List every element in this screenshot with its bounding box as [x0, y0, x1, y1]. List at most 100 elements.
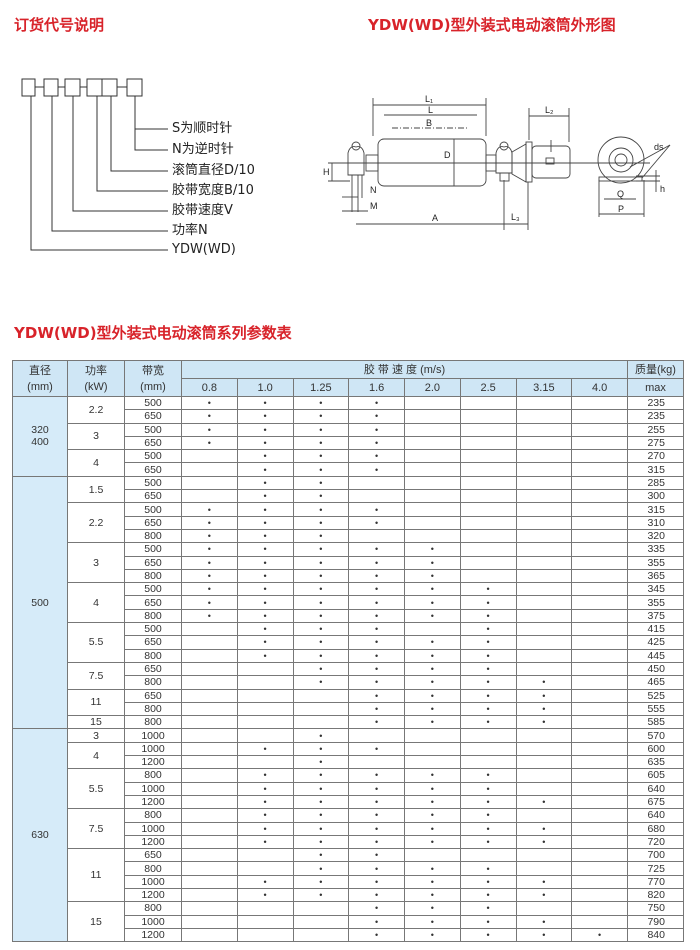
- speed-cell-2.0: •: [404, 661, 461, 677]
- speed-cell-1.6: •: [348, 422, 405, 437]
- power-cell: 15: [67, 715, 125, 730]
- width-cell: 650: [124, 409, 182, 424]
- table-row: 800 • • • • 555: [13, 701, 684, 717]
- available-mark: •: [319, 411, 323, 422]
- available-mark: •: [375, 637, 379, 648]
- available-mark: •: [486, 664, 490, 675]
- power-cell: 7.5: [67, 661, 125, 690]
- available-mark: •: [430, 797, 434, 808]
- available-mark: •: [207, 424, 211, 435]
- speed-cell-1.0: •: [236, 794, 294, 810]
- speed-cell-0.8: [181, 848, 238, 863]
- speed-cell-2.0: •: [404, 914, 461, 929]
- diameter-cell: 320 400: [12, 396, 68, 477]
- diameter-value: 320: [31, 424, 49, 437]
- order-code-title: 订货代号说明: [14, 16, 105, 34]
- speed-cell-1.25: •: [292, 422, 350, 437]
- speed-cell-2.5: •: [459, 582, 517, 597]
- speed-cell-1.25: [292, 715, 350, 730]
- speed-cell-2.0: [404, 395, 461, 411]
- speed-cell-1.6: •: [348, 395, 405, 411]
- speed-cell-1.6: [348, 728, 405, 743]
- available-mark: •: [207, 504, 211, 515]
- mass-cell: 415: [627, 622, 684, 637]
- available-mark: •: [375, 930, 379, 941]
- power-cell: 4: [67, 582, 125, 624]
- table-row: 650 • • • • • 355: [13, 555, 684, 570]
- speed-cell-1.25: •: [292, 462, 350, 477]
- available-mark: •: [375, 664, 379, 675]
- available-mark: •: [319, 597, 323, 608]
- speed-cell-2.5: [459, 435, 517, 451]
- available-mark: •: [486, 890, 490, 901]
- speed-cell-0.8: [181, 688, 238, 703]
- speed-cell-1.25: •: [292, 741, 350, 757]
- available-mark: •: [263, 770, 267, 781]
- speed-cell-4.0: [571, 755, 628, 770]
- mass-cell: 355: [627, 595, 684, 610]
- speed-cell-0.8: •: [181, 435, 238, 451]
- speed-cell-1.0: •: [236, 768, 294, 783]
- speed-cell-1.0: •: [236, 741, 294, 757]
- dim-ds: ds: [654, 142, 664, 152]
- speed-cell-1.0: •: [236, 489, 294, 504]
- available-mark: •: [319, 438, 323, 449]
- available-mark: •: [486, 836, 490, 847]
- mass-cell: 335: [627, 542, 684, 557]
- speed-cell-1.25: •: [292, 582, 350, 597]
- mass-cell: 680: [627, 821, 684, 836]
- speed-cell-2.0: •: [404, 675, 461, 690]
- speed-cell-1.0: [236, 675, 294, 690]
- available-mark: •: [542, 677, 546, 688]
- speed-cell-2.5: •: [459, 821, 517, 836]
- speed-cell-0.8: [181, 914, 238, 929]
- parameter-table: 直径 (mm) 功率 (kW) 带宽 (mm) 胶 带 速 度 (m/s) 质量(kg…: [12, 360, 684, 943]
- speed-cell-1.6: •: [348, 834, 405, 850]
- available-mark: •: [375, 398, 379, 409]
- speed-cell-3.15: [515, 768, 573, 783]
- speed-cell-0.8: •: [181, 568, 238, 584]
- speed-cell-1.6: •: [348, 821, 405, 836]
- speed-cell-2.5: [459, 728, 517, 743]
- speed-cell-4.0: [571, 688, 628, 703]
- mass-cell: 750: [627, 901, 684, 916]
- speed-cell-1.0: •: [236, 622, 294, 637]
- available-mark: •: [207, 438, 211, 449]
- speed-cell-2.5: [459, 462, 517, 477]
- speed-cell-1.25: •: [292, 661, 350, 677]
- available-mark: •: [375, 690, 379, 701]
- mass-cell: 555: [627, 701, 684, 717]
- available-mark: •: [375, 544, 379, 555]
- available-mark: •: [263, 797, 267, 808]
- available-mark: •: [486, 597, 490, 608]
- speed-cell-3.15: [515, 901, 573, 916]
- speed-cell-2.5: •: [459, 874, 517, 889]
- speed-cell-4.0: [571, 595, 628, 610]
- speed-cell-2.5: [459, 568, 517, 584]
- width-cell: 800: [124, 901, 182, 916]
- code-label-belt-width: 胶带宽度B/10: [172, 183, 254, 198]
- available-mark: •: [486, 690, 490, 701]
- available-mark: •: [375, 903, 379, 914]
- speed-cell-2.5: •: [459, 675, 517, 690]
- table-row: 15 800 • • • 750: [13, 901, 684, 943]
- speed-cell-1.0: •: [236, 582, 294, 597]
- code-label-diameter: 滚筒直径D/10: [172, 163, 255, 178]
- speed-cell-1.25: •: [292, 848, 350, 863]
- speed-cell-3.15: •: [515, 874, 573, 889]
- available-mark: •: [486, 903, 490, 914]
- available-mark: •: [319, 650, 323, 661]
- speed-cell-1.25: •: [292, 515, 350, 530]
- speed-cell-1.25: •: [292, 874, 350, 889]
- speed-cell-2.0: [404, 502, 461, 517]
- speed-cell-3.15: [515, 635, 573, 650]
- available-mark: •: [263, 783, 267, 794]
- speed-cell-1.25: •: [292, 821, 350, 836]
- header-speed-1.0: 1.0: [236, 378, 294, 397]
- available-mark: •: [486, 770, 490, 781]
- available-mark: •: [263, 610, 267, 621]
- speed-cell-2.0: •: [404, 568, 461, 584]
- available-mark: •: [319, 876, 323, 887]
- speed-cell-4.0: [571, 568, 628, 584]
- available-mark: •: [263, 571, 267, 581]
